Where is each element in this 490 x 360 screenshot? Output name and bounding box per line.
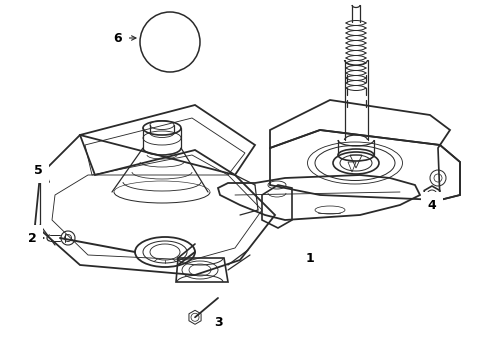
Text: 5: 5 <box>34 163 42 176</box>
Text: 2: 2 <box>27 231 36 244</box>
Text: 4: 4 <box>428 198 437 212</box>
Text: 6: 6 <box>114 32 122 45</box>
Text: 3: 3 <box>214 315 222 328</box>
Text: 1: 1 <box>306 252 315 265</box>
